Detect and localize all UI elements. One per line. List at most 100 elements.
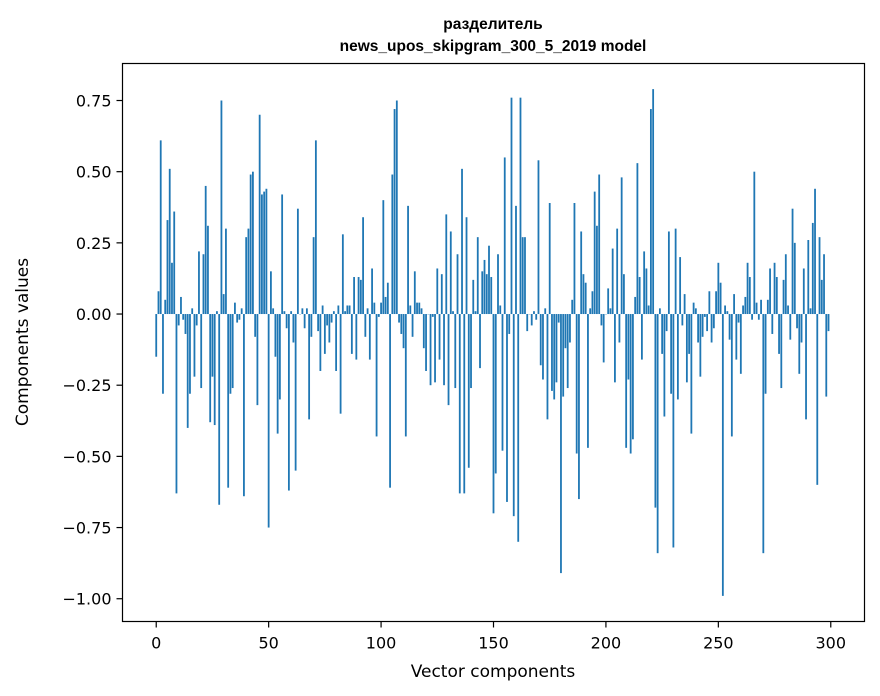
bar-134 <box>456 254 459 315</box>
bar-18 <box>195 314 198 326</box>
bar-181 <box>562 314 565 397</box>
bar-224 <box>658 308 661 315</box>
bar-278 <box>780 314 783 389</box>
bar-185 <box>571 299 574 315</box>
bar-137 <box>463 314 466 494</box>
bar-275 <box>773 262 776 315</box>
bar-53 <box>274 314 277 357</box>
bar-203 <box>611 248 614 315</box>
bar-247 <box>710 314 713 343</box>
bar-20 <box>200 314 203 389</box>
bar-27 <box>216 311 218 315</box>
bar-73 <box>319 314 322 371</box>
bar-44 <box>254 314 257 337</box>
bar-202 <box>609 308 612 315</box>
bar-219 <box>647 305 650 315</box>
bar-252 <box>721 314 724 596</box>
bar-90 <box>357 277 360 315</box>
bar-288 <box>802 268 805 315</box>
bar-233 <box>679 257 682 315</box>
bar-81 <box>337 305 340 315</box>
y-tick-label-7: 0.75 <box>76 92 112 111</box>
bar-29 <box>220 100 223 315</box>
bar-192 <box>587 314 589 448</box>
bar-6 <box>168 168 171 315</box>
bar-127 <box>440 274 443 315</box>
bar-99 <box>377 314 380 317</box>
bar-171 <box>539 314 542 366</box>
bar-186 <box>573 203 576 315</box>
bar-246 <box>708 291 711 315</box>
bar-248 <box>712 314 715 329</box>
bar-103 <box>386 282 389 315</box>
bar-142 <box>474 311 477 315</box>
bar-240 <box>694 308 697 315</box>
bar-195 <box>593 191 596 315</box>
bar-23 <box>207 225 209 315</box>
bar-201 <box>607 288 610 315</box>
bar-193 <box>589 308 592 315</box>
bar-128 <box>443 314 445 386</box>
bar-107 <box>395 100 398 315</box>
bar-243 <box>701 314 704 337</box>
bar-213 <box>634 296 637 315</box>
y-axis-label: Components values <box>13 258 33 426</box>
bar-157 <box>508 314 511 334</box>
bar-117 <box>418 302 421 315</box>
bar-296 <box>820 279 823 315</box>
bar-7 <box>171 262 173 315</box>
bar-254 <box>726 311 729 315</box>
bar-158 <box>510 97 513 315</box>
bar-235 <box>683 294 686 315</box>
bar-48 <box>263 191 266 315</box>
bar-37 <box>238 314 241 320</box>
bar-267 <box>755 302 758 315</box>
bar-30 <box>222 294 225 315</box>
bar-291 <box>809 308 812 315</box>
bar-276 <box>775 277 778 315</box>
bar-95 <box>368 314 371 360</box>
bar-106 <box>393 109 396 315</box>
bar-57 <box>283 311 286 315</box>
bar-66 <box>303 314 306 329</box>
bar-143 <box>476 237 479 315</box>
bar-75 <box>323 314 326 354</box>
bar-135 <box>458 314 461 494</box>
bar-289 <box>805 314 807 420</box>
bar-3 <box>162 314 164 394</box>
x-tick-label-4: 200 <box>591 634 622 653</box>
bar-172 <box>542 314 544 380</box>
bar-299 <box>827 314 830 332</box>
bar-34 <box>231 314 234 389</box>
bar-8 <box>173 211 176 315</box>
bar-139 <box>467 314 470 468</box>
bar-19 <box>198 251 200 315</box>
bar-156 <box>506 314 508 502</box>
bar-65 <box>301 308 304 315</box>
bar-180 <box>560 314 562 574</box>
bar-249 <box>715 291 717 315</box>
bar-140 <box>470 314 472 389</box>
bar-212 <box>632 314 634 440</box>
bar-60 <box>290 311 293 315</box>
bar-177 <box>553 314 556 400</box>
bar-111 <box>404 314 407 437</box>
bar-149 <box>490 277 493 315</box>
x-tick-label-1: 50 <box>258 634 278 653</box>
bar-97 <box>373 302 376 315</box>
bar-21 <box>202 254 205 315</box>
y-tick-label-5: 0.25 <box>76 234 112 253</box>
bar-16 <box>191 308 194 315</box>
bar-118 <box>420 308 423 315</box>
bar-160 <box>515 205 517 315</box>
bar-167 <box>530 314 533 326</box>
bar-100 <box>380 302 382 315</box>
bar-104 <box>389 314 391 488</box>
bar-13 <box>184 314 187 334</box>
bar-4 <box>164 299 167 315</box>
bar-43 <box>252 171 254 315</box>
bar-196 <box>596 225 598 315</box>
bar-54 <box>276 314 279 434</box>
bar-173 <box>544 308 547 315</box>
bar-208 <box>623 274 625 315</box>
